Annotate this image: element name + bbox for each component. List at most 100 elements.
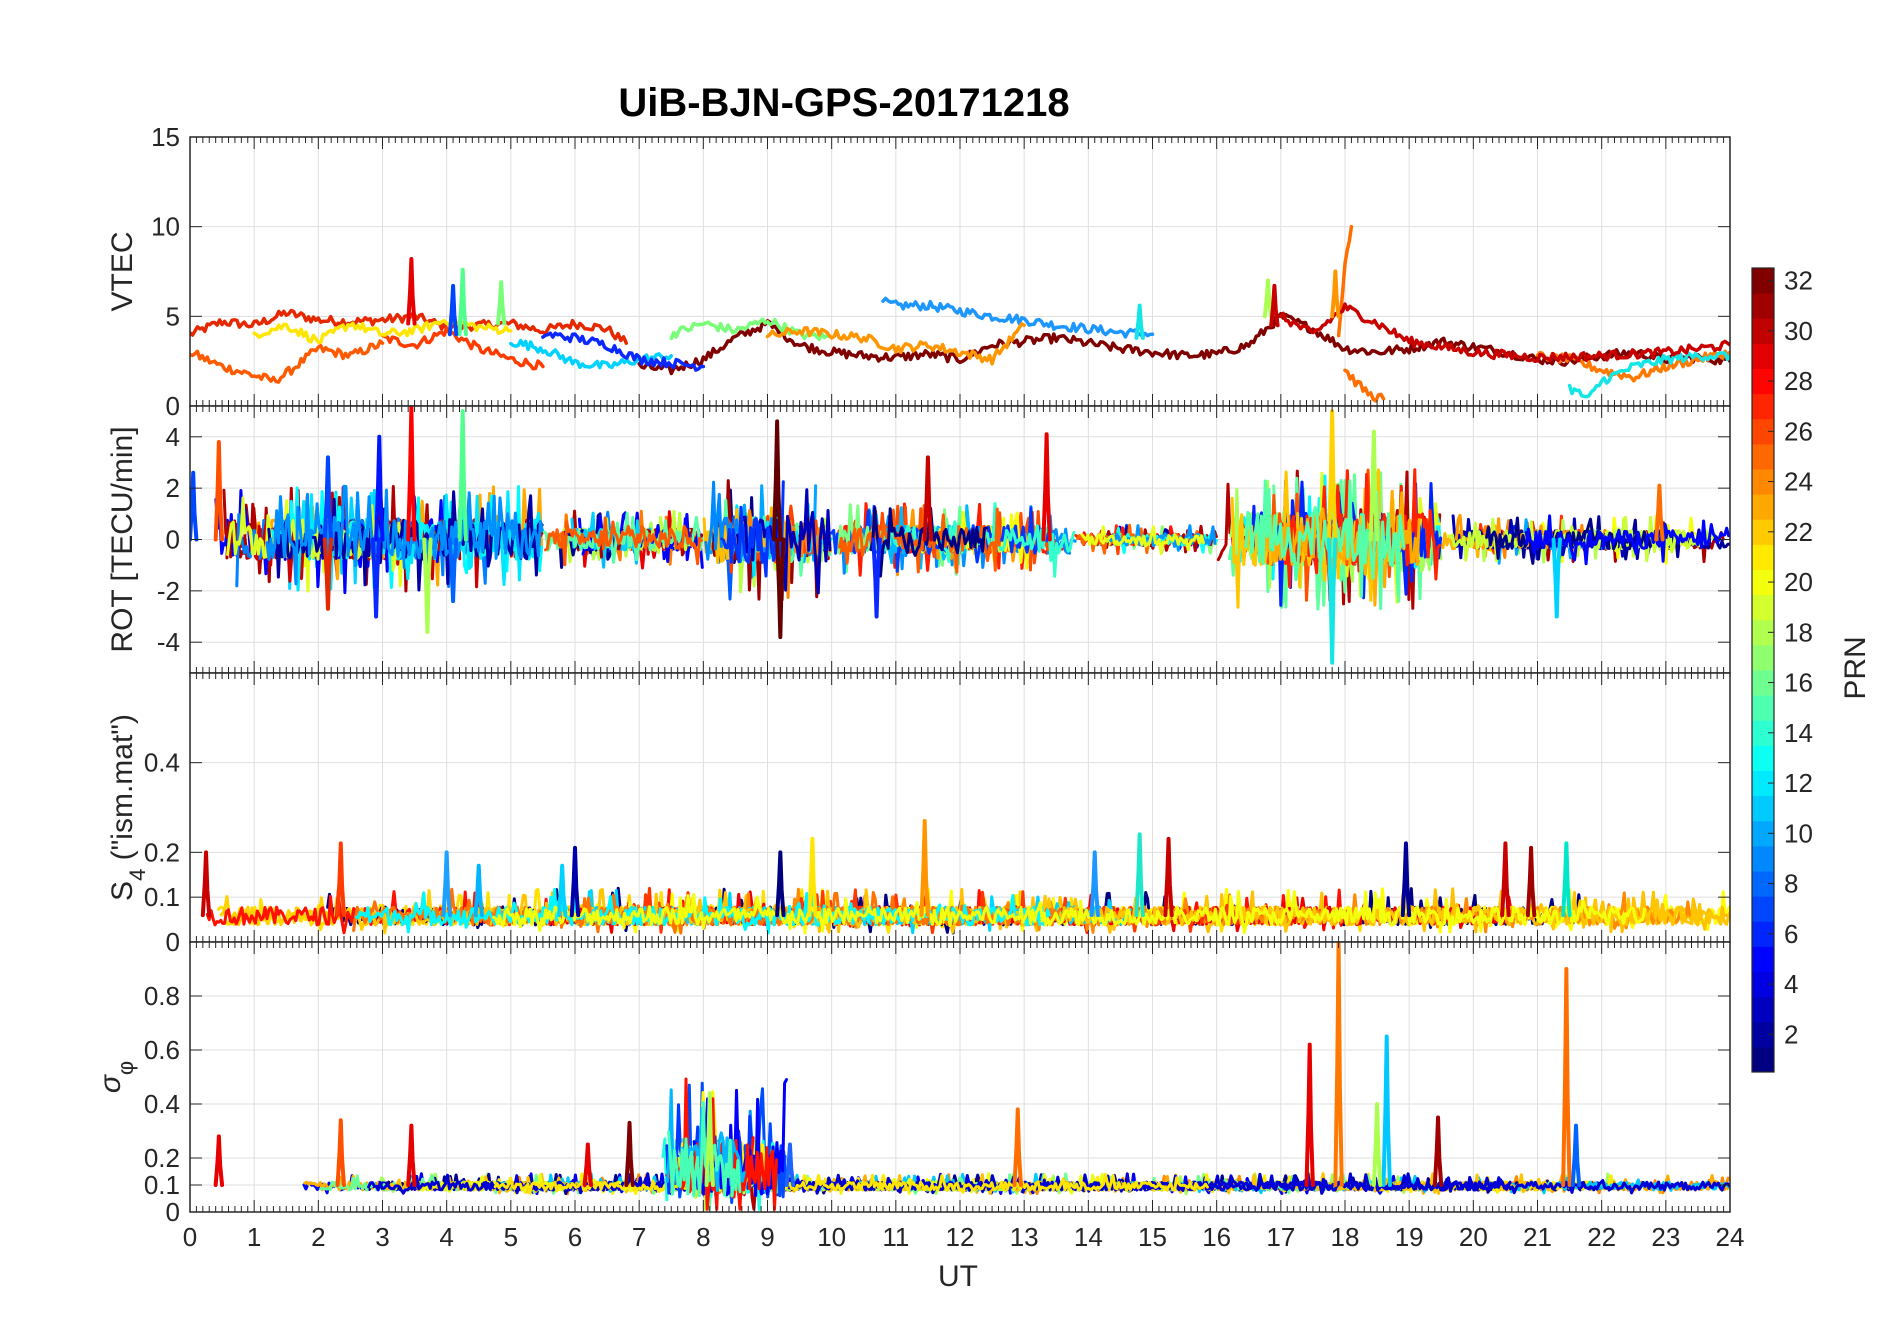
colorbar-segment [1752,268,1774,294]
spike-mark [370,537,382,619]
colorbar-segment [1752,594,1774,621]
y-axis-label-rest: ("ism.mat") [106,714,139,869]
y-tick-label: 0.4 [144,1089,180,1119]
spike-mark [1089,850,1100,918]
spike-mark [1381,1034,1392,1187]
spike-mark [1570,1123,1582,1187]
y-tick-label: -4 [157,627,180,657]
x-tick-label: 9 [760,1222,774,1252]
colorbar-tick-label: 14 [1784,718,1813,748]
panel-vtec: 0 5 10 15 VTEC [106,122,1731,421]
spike-mark [1525,845,1537,918]
spike-mark [190,470,199,542]
spike-mark [771,419,783,542]
spike-mark [1368,429,1380,542]
colorbar-tick-label: 12 [1784,768,1813,798]
colorbar-segment [1752,343,1774,369]
spike-mark [457,267,468,337]
spike-mark [1304,1042,1315,1187]
series-line [252,315,513,345]
y-axis-label-main: σ [94,1073,127,1093]
colorbar-tick-label: 22 [1784,517,1813,547]
series-line [765,322,1026,366]
y-ticks-vtec: 0 5 10 15 [151,122,1730,421]
y-tick-label: 0.1 [144,882,180,912]
spike-mark [1262,278,1274,319]
colorbar-segment [1752,695,1774,721]
colorbar-segment [1752,971,1774,998]
colorbar-segment [1752,619,1774,646]
colorbar-segment [1752,368,1774,395]
colorbar-tick-label: 32 [1784,266,1813,296]
series-line [544,516,703,567]
colorbar-tick-label: 4 [1784,969,1798,999]
spike-mark [582,1142,594,1187]
colorbar-tick-label: 20 [1784,567,1813,597]
colorbar-tick-label: 2 [1784,1019,1798,1049]
spike-mark [919,818,930,918]
x-tick-label: 6 [568,1222,582,1252]
y-tick-label: 0.2 [144,1143,180,1173]
y-tick-label: 0.8 [144,981,180,1011]
x-ticks-rot [189,406,1731,673]
y-tick-label: 0 [166,391,180,421]
x-tick-label: 8 [696,1222,710,1252]
colorbar-segment [1752,494,1774,520]
series-line [1535,349,1730,383]
spike-mark [441,850,452,918]
data-vtec [190,224,1730,403]
series-line [720,480,785,578]
colorbar-tick-label: 8 [1784,869,1798,899]
spike-mark [624,1120,635,1187]
series-line [492,888,1647,935]
series-line [667,1101,742,1198]
spike-mark [335,841,346,918]
colorbar-segment [1752,921,1774,947]
y-axis-label-s4: S4 ("ism.mat") [106,714,150,901]
spike-mark [922,455,934,542]
spike-mark [1330,269,1341,319]
spike-mark [406,1123,417,1187]
spike-mark [322,537,334,611]
x-tick-label: 4 [439,1222,453,1252]
x-tick-label: 7 [632,1222,646,1252]
spike-mark [1134,303,1145,340]
chart-title: UiB-BJN-GPS-20171218 [618,81,1069,125]
spike-mark [322,455,334,542]
colorbar-segment [1752,519,1774,545]
x-tick-label: 15 [1138,1222,1167,1252]
spike-mark [775,850,786,918]
series-line [1080,525,1205,555]
spike-mark [1012,1107,1023,1187]
colorbar-tick-label: 18 [1784,617,1813,647]
spike-mark [1500,841,1511,918]
y-tick-label: 0 [166,525,180,555]
y-tick-label: 0.1 [144,1170,180,1200]
x-tick-labels: 0 1 2 3 4 5 6 7 8 9 10 11 12 13 14 15 16 17 18 19 20 21 22 23 24 [183,1222,1745,1252]
series-line [541,331,706,372]
spike-mark [556,863,568,918]
x-tick-label: 2 [311,1222,325,1252]
spike-mark [213,1134,225,1187]
y-tick-label: 10 [151,212,180,242]
x-tick-label: 20 [1459,1222,1488,1252]
panel-s4: 00.10.20.4S4 ("ism.mat") [106,672,1731,957]
y-tick-label: 2 [166,473,180,503]
spike-mark [447,283,459,337]
x-tick-label: 5 [504,1222,518,1252]
spike-mark [704,1091,715,1187]
spike-mark [473,863,484,918]
series-line [265,484,544,586]
y-tick-label: 5 [166,301,180,331]
y-tick-label: 0 [166,1197,180,1227]
x-tick-label: 21 [1523,1222,1552,1252]
spike-mark [1333,942,1344,1187]
y-axis-label-rot: ROT [TECU/min] [106,426,139,652]
y-tick-label: 15 [151,122,180,152]
x-tick-label: 13 [1010,1222,1039,1252]
series-line [669,317,834,342]
spike-mark [1163,836,1174,918]
y-axis-label-vtec: VTEC [106,231,139,311]
